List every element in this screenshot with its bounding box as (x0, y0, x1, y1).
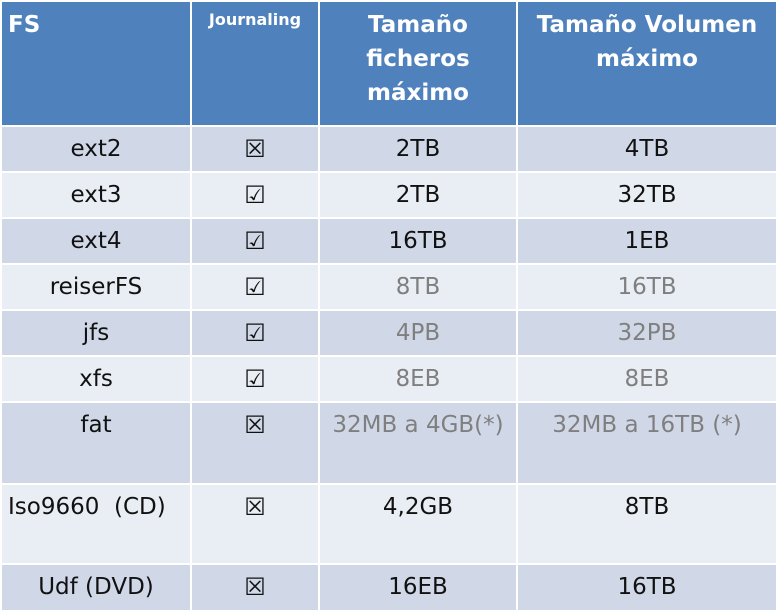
table-cell: 2TB (318, 125, 518, 173)
journaling-cell: ☑ (190, 263, 320, 311)
table-cell: 8TB (318, 263, 518, 311)
table-row: Iso9660 (CD) ☒ 4,2GB 8TB (0, 483, 776, 565)
table-row: ext3 ☑ 2TB 32TB (0, 171, 776, 219)
table-row: fat ☒ 32MB a 4GB(*) 32MB a 16TB (*) (0, 401, 776, 485)
table-cell: 4,2GB (318, 483, 518, 565)
table-cell: 4TB (516, 125, 776, 173)
table-cell: 16TB (516, 263, 776, 311)
table-cell: Iso9660 (CD) (0, 483, 192, 565)
table-cell: xfs (0, 355, 192, 403)
table-cell: Udf (DVD) (0, 563, 192, 610)
table-cell: 16EB (318, 563, 518, 610)
table-cell: fat (0, 401, 192, 485)
header-cell: Tamaño Volumen máximo (516, 0, 776, 127)
journaling-cell: ☒ (190, 483, 320, 565)
table-cell: 8EB (516, 355, 776, 403)
header-cell: Journaling (190, 0, 320, 127)
table-row: ext2 ☒ 2TB 4TB (0, 125, 776, 173)
header-cell: FS (0, 0, 192, 127)
journaling-cell: ☒ (190, 563, 320, 610)
table-row: Udf (DVD) ☒ 16EB 16TB (0, 563, 776, 610)
table-cell: 32TB (516, 171, 776, 219)
table-cell: 32MB a 16TB (*) (516, 401, 776, 485)
table-cell: 16TB (318, 217, 518, 265)
table-row: ext4 ☑ 16TB 1EB (0, 217, 776, 265)
table-cell: 32PB (516, 309, 776, 357)
table-cell: ext2 (0, 125, 192, 173)
table-cell: ext4 (0, 217, 192, 265)
table-row: xfs ☑ 8EB 8EB (0, 355, 776, 403)
table-cell: 4PB (318, 309, 518, 357)
journaling-cell: ☒ (190, 401, 320, 485)
table-cell: 32MB a 4GB(*) (318, 401, 518, 485)
table-cell: jfs (0, 309, 192, 357)
journaling-cell: ☑ (190, 309, 320, 357)
table-row: reiserFS ☑ 8TB 16TB (0, 263, 776, 311)
table-cell: ext3 (0, 171, 192, 219)
table-cell: 8EB (318, 355, 518, 403)
table-cell: reiserFS (0, 263, 192, 311)
table-cell: 2TB (318, 171, 518, 219)
journaling-cell: ☑ (190, 355, 320, 403)
header-cell: Tamaño ficheros máximo (318, 0, 518, 127)
table-cell: 1EB (516, 217, 776, 265)
table-cell: 8TB (516, 483, 776, 565)
table-row: jfs ☑ 4PB 32PB (0, 309, 776, 357)
table-cell: 16TB (516, 563, 776, 610)
header-row: FS Journaling Tamaño ficheros máximo Tam… (0, 0, 776, 127)
journaling-cell: ☑ (190, 217, 320, 265)
journaling-cell: ☑ (190, 171, 320, 219)
journaling-cell: ☒ (190, 125, 320, 173)
